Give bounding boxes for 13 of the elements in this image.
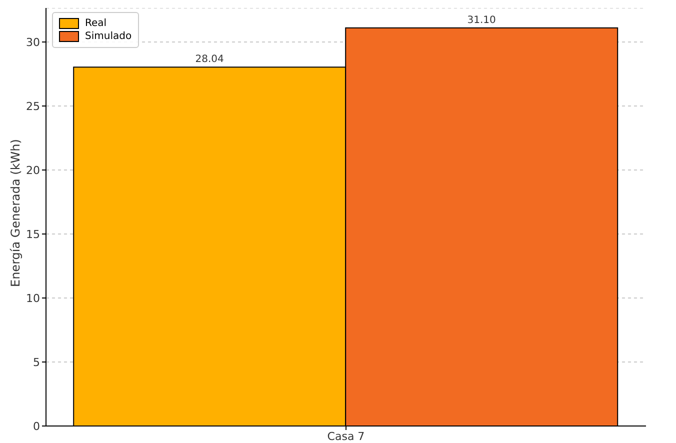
y-tick-label: 10 xyxy=(26,292,40,305)
y-tick-label: 30 xyxy=(26,36,40,49)
y-tick-label: 20 xyxy=(26,164,40,177)
data-label: 28.04 xyxy=(195,54,224,66)
x-tick-label: Casa 7 xyxy=(327,430,365,443)
legend-label: Simulado xyxy=(85,31,132,42)
legend-label: Real xyxy=(85,18,107,29)
y-tick-label: 25 xyxy=(26,100,40,113)
y-axis-title: Energía Generada (kWh) xyxy=(8,139,22,287)
data-label: 31.10 xyxy=(467,14,496,26)
y-tick-label: 15 xyxy=(26,228,40,241)
y-tick-label: 5 xyxy=(33,356,40,369)
y-tick-label: 0 xyxy=(33,420,40,433)
